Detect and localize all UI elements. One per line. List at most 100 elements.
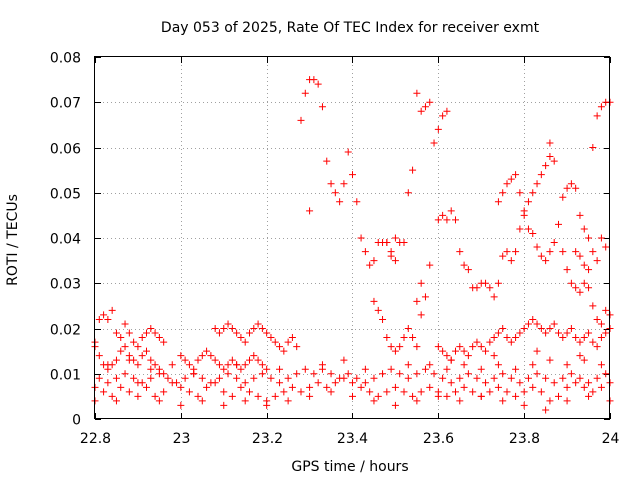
data-point bbox=[550, 239, 558, 247]
data-point bbox=[490, 334, 498, 342]
data-point bbox=[254, 356, 262, 364]
data-point bbox=[456, 397, 464, 405]
data-point bbox=[494, 329, 502, 337]
data-point bbox=[524, 374, 532, 382]
data-point bbox=[177, 383, 185, 391]
data-point bbox=[555, 329, 562, 337]
data-point bbox=[482, 379, 490, 387]
data-point bbox=[507, 338, 515, 346]
data-point bbox=[413, 297, 421, 305]
y-tick-label: 0.01 bbox=[50, 368, 81, 384]
data-point bbox=[323, 157, 331, 165]
data-point bbox=[306, 383, 314, 391]
data-point bbox=[211, 356, 219, 364]
data-point bbox=[391, 401, 399, 409]
data-point bbox=[546, 397, 554, 405]
data-point bbox=[452, 388, 459, 396]
data-point bbox=[125, 388, 133, 396]
data-point bbox=[327, 180, 335, 188]
data-point bbox=[336, 198, 344, 206]
data-point bbox=[276, 379, 284, 387]
data-point bbox=[473, 284, 481, 292]
data-point bbox=[456, 248, 464, 256]
data-point bbox=[258, 370, 266, 378]
data-point bbox=[117, 383, 125, 391]
data-point bbox=[258, 361, 266, 369]
data-point bbox=[503, 180, 511, 188]
data-point bbox=[181, 374, 189, 382]
data-point bbox=[228, 392, 236, 400]
data-point bbox=[147, 374, 155, 382]
data-point bbox=[263, 365, 271, 373]
data-point bbox=[112, 374, 120, 382]
data-point bbox=[121, 343, 129, 351]
data-point bbox=[112, 397, 120, 405]
data-point bbox=[421, 103, 429, 111]
data-point bbox=[563, 361, 571, 369]
data-point bbox=[520, 207, 528, 215]
data-point bbox=[306, 392, 314, 400]
data-point bbox=[563, 266, 571, 274]
data-point bbox=[297, 388, 305, 396]
data-point bbox=[426, 98, 434, 106]
data-point bbox=[220, 325, 228, 332]
x-tick-label: 23.6 bbox=[423, 431, 454, 447]
x-axis-label: GPS time / hours bbox=[291, 459, 408, 475]
data-point bbox=[387, 343, 395, 351]
data-point bbox=[147, 356, 155, 364]
data-point bbox=[460, 261, 468, 269]
data-point bbox=[602, 306, 610, 314]
data-point bbox=[224, 320, 232, 328]
data-point bbox=[246, 329, 253, 337]
data-point bbox=[314, 379, 322, 387]
data-point bbox=[563, 184, 571, 192]
plot-frame bbox=[94, 56, 610, 419]
data-point bbox=[314, 80, 322, 88]
data-point bbox=[194, 356, 202, 364]
data-point bbox=[482, 279, 490, 287]
data-point bbox=[580, 279, 588, 287]
data-point bbox=[379, 370, 387, 378]
data-point bbox=[452, 216, 459, 224]
data-point bbox=[589, 338, 597, 346]
data-point bbox=[194, 392, 202, 400]
data-point bbox=[250, 325, 258, 332]
data-point bbox=[469, 388, 477, 396]
data-point bbox=[125, 356, 133, 364]
data-point bbox=[383, 388, 391, 396]
data-point bbox=[233, 361, 241, 369]
data-point bbox=[430, 139, 438, 147]
data-point bbox=[237, 383, 245, 391]
y-tick-label: 0.07 bbox=[50, 96, 81, 112]
data-point bbox=[413, 397, 421, 405]
data-point bbox=[138, 352, 146, 360]
data-point bbox=[224, 370, 232, 378]
data-point bbox=[512, 334, 520, 342]
data-point bbox=[589, 388, 597, 396]
data-point bbox=[460, 383, 468, 391]
data-point bbox=[288, 334, 296, 342]
data-point bbox=[95, 352, 103, 360]
data-point bbox=[276, 365, 284, 373]
data-point bbox=[353, 374, 361, 382]
data-point bbox=[108, 392, 116, 400]
data-point bbox=[469, 343, 477, 351]
data-point bbox=[366, 388, 374, 396]
data-point bbox=[593, 257, 601, 265]
data-point bbox=[181, 356, 189, 364]
data-point bbox=[254, 320, 262, 328]
data-point bbox=[357, 383, 365, 391]
data-point bbox=[533, 370, 541, 378]
data-point bbox=[263, 401, 271, 409]
data-point bbox=[173, 379, 181, 387]
data-point bbox=[117, 347, 125, 355]
data-point bbox=[516, 329, 524, 337]
data-point bbox=[567, 180, 575, 188]
data-point bbox=[512, 171, 520, 179]
data-point bbox=[134, 392, 142, 400]
data-point bbox=[237, 365, 245, 373]
data-point bbox=[198, 374, 206, 382]
data-point bbox=[366, 261, 374, 269]
data-point bbox=[576, 252, 584, 260]
x-tick-label: 23 bbox=[173, 431, 191, 447]
